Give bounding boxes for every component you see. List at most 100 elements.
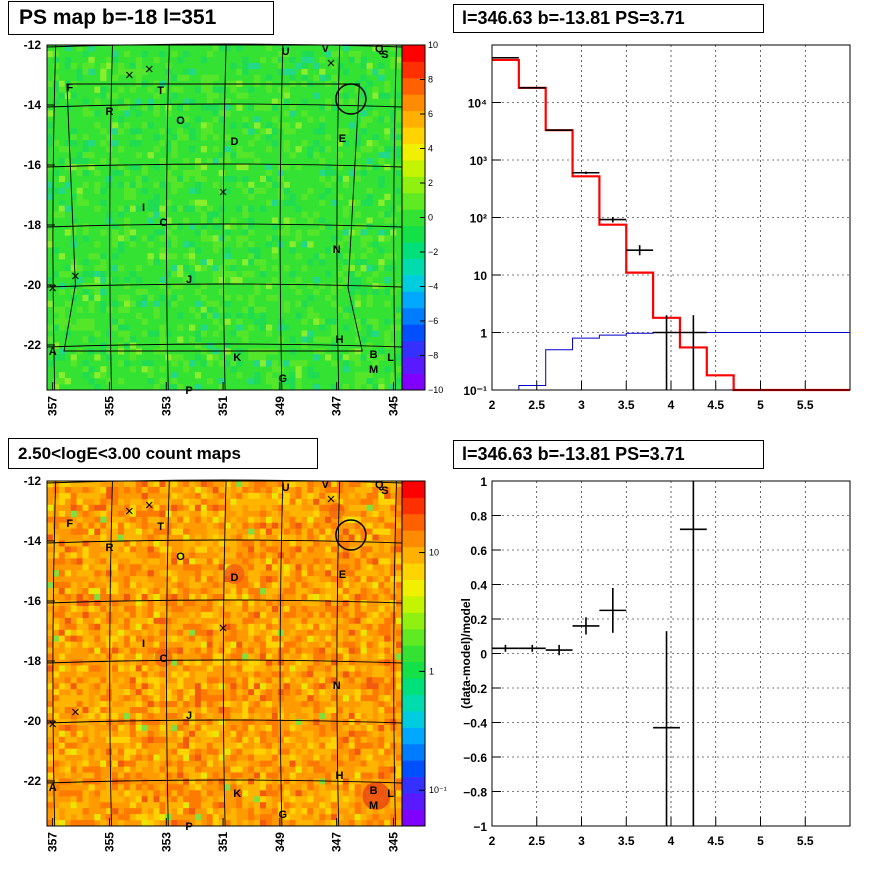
map-pixel xyxy=(242,695,249,702)
map-pixel xyxy=(153,552,160,559)
map-pixel xyxy=(230,712,237,720)
map-pixel xyxy=(236,730,243,738)
source-label: E xyxy=(339,569,346,581)
map-pixel xyxy=(76,199,83,206)
map-pixel xyxy=(260,318,267,325)
y-tick-label: 10⁴ xyxy=(468,97,487,111)
map-pixel xyxy=(76,671,83,678)
map-pixel xyxy=(147,558,154,565)
map-pixel xyxy=(165,718,172,726)
map-pixel xyxy=(254,611,261,619)
map-pixel xyxy=(218,324,225,331)
map-pixel xyxy=(331,594,338,601)
map-pixel xyxy=(390,641,397,648)
map-pixel xyxy=(147,253,154,260)
target-circle xyxy=(335,519,367,551)
map-pixel xyxy=(147,498,154,506)
map-pixel xyxy=(342,588,350,595)
map-pixel xyxy=(82,366,89,373)
map-pixel xyxy=(82,623,89,631)
map-pixel xyxy=(153,528,160,535)
map-pixel xyxy=(260,748,267,755)
map-pixel xyxy=(88,576,95,583)
map-pixel xyxy=(283,199,290,206)
map-pixel xyxy=(94,330,101,337)
map-pixel xyxy=(47,766,54,773)
map-pixel xyxy=(390,324,397,331)
map-pixel xyxy=(218,748,225,755)
map-pixel xyxy=(88,570,95,577)
map-pixel xyxy=(70,689,77,696)
map-pixel xyxy=(218,576,225,583)
map-pixel xyxy=(94,623,101,631)
map-pixel xyxy=(277,56,284,64)
map-pixel xyxy=(366,378,373,385)
map-pixel xyxy=(200,229,208,236)
map-pixel xyxy=(177,760,184,767)
map-pixel xyxy=(360,635,367,642)
map-pixel xyxy=(76,778,83,785)
map-pixel xyxy=(183,802,190,809)
map-pixel xyxy=(271,199,279,206)
map-pixel xyxy=(289,516,296,523)
map-pixel xyxy=(396,641,403,648)
map-pixel xyxy=(106,570,113,577)
map-grid-parallel xyxy=(46,223,403,228)
map-pixel xyxy=(112,229,119,236)
map-pixel xyxy=(100,522,107,529)
map-pixel xyxy=(319,748,326,755)
map-pixel xyxy=(147,235,154,242)
map-pixel xyxy=(224,134,231,141)
x-tick-label: 355 xyxy=(102,396,116,416)
map-pixel xyxy=(183,498,190,506)
map-pixel xyxy=(289,481,296,488)
map-pixel xyxy=(206,718,213,726)
map-pixel xyxy=(354,594,361,601)
source-label: O xyxy=(176,551,185,563)
map-pixel xyxy=(100,576,107,583)
chart-title-residual: l=346.63 b=-13.81 PS=3.71 xyxy=(453,440,764,469)
map-pixel xyxy=(366,62,373,70)
x-tick-label: 2 xyxy=(489,834,496,848)
map-pixel xyxy=(171,659,178,666)
map-pixel xyxy=(58,205,66,212)
map-pixel xyxy=(248,324,255,331)
map-pixel xyxy=(94,122,101,129)
map-pixel xyxy=(242,718,249,726)
map-pixel xyxy=(289,152,296,159)
series-line xyxy=(492,58,850,392)
map-pixel xyxy=(194,814,202,821)
map-pixel xyxy=(248,271,255,278)
map-pixel xyxy=(165,617,172,625)
map-pixel xyxy=(348,659,355,666)
map-pixel xyxy=(141,814,148,821)
map-pixel xyxy=(307,790,314,797)
map-pixel xyxy=(212,271,219,278)
map-pixel xyxy=(171,623,178,631)
map-pixel xyxy=(106,62,113,70)
map-pixel xyxy=(58,820,66,827)
source-label: R xyxy=(106,106,114,118)
map-pixel xyxy=(200,235,208,242)
map-pixel xyxy=(360,110,367,117)
map-pixel xyxy=(260,796,267,803)
map-pixel xyxy=(58,324,66,331)
map-pixel xyxy=(295,486,302,494)
map-pixel xyxy=(123,617,131,625)
map-pixel xyxy=(230,611,237,619)
map-pixel xyxy=(372,510,379,517)
map-pixel xyxy=(200,175,208,183)
map-pixel xyxy=(135,641,142,648)
colorbar-tick-label: 0 xyxy=(428,213,433,223)
map-pixel xyxy=(390,378,397,385)
map-pixel xyxy=(360,588,367,595)
map-pixel xyxy=(218,152,225,159)
map-pixel xyxy=(165,486,172,494)
map-pixel xyxy=(248,588,255,595)
map-pixel xyxy=(212,265,219,272)
map-pixel xyxy=(212,235,219,242)
map-pixel xyxy=(47,582,54,589)
map-pixel xyxy=(200,312,208,319)
map-pixel xyxy=(271,605,279,613)
map-pixel xyxy=(271,510,279,517)
